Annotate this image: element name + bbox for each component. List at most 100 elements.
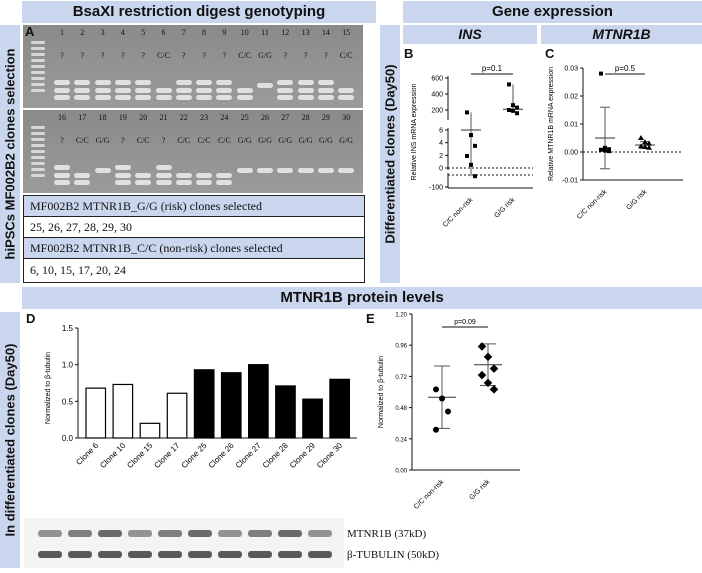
gel-top-dna-band xyxy=(216,80,233,85)
blot-band-tubulin xyxy=(98,551,122,558)
gel-bottom-ladder-band xyxy=(31,150,45,153)
ins-data-point xyxy=(465,153,469,158)
ins-data-point xyxy=(473,174,477,179)
ins-data-point xyxy=(469,133,473,138)
gel-bottom-lane-number: 20 xyxy=(139,113,148,122)
gel-bottom-lane-number: 21 xyxy=(159,113,168,122)
gel-bottom-lane-number: 29 xyxy=(321,113,330,122)
mtnr1b-data-point xyxy=(646,140,652,146)
gel-bottom xyxy=(23,110,363,193)
mtnr1b-data-point xyxy=(603,148,607,153)
side-header-left-text: hiPSCs MF002B2 clones selection xyxy=(2,48,18,260)
gel-top-genotype-label: ? xyxy=(100,51,105,60)
gel-top-dna-band xyxy=(338,88,355,93)
blot-band-mtnr1b xyxy=(308,530,332,537)
gel-top xyxy=(23,25,363,108)
gel-top-lane-number: 1 xyxy=(60,28,64,37)
gel-bottom-genotype-label: ? xyxy=(121,136,125,145)
mtnr1b-data-point xyxy=(642,143,648,149)
gel-top-dna-band xyxy=(297,80,314,85)
mtnr1b-pvalue-label: p=0.5 xyxy=(615,64,636,73)
ins-y-tick-label: 400 xyxy=(431,92,443,99)
mtnr1b-x-tick-label: C/C non-risk xyxy=(576,188,609,221)
mtnr1b-data-point xyxy=(599,71,603,76)
gel-top-ladder-band xyxy=(31,89,45,92)
bar-x-tick-label: Clone 10 xyxy=(98,441,127,470)
gel-top-dna-band xyxy=(54,95,70,100)
gel-top-dna-band xyxy=(317,88,334,93)
gel-top-dna-band xyxy=(277,88,294,93)
protein-pvalue-label: p=0.09 xyxy=(454,319,476,326)
blot-band-tubulin xyxy=(158,551,182,558)
gel-bottom-genotype-label: C/C xyxy=(177,136,191,145)
gel-top-dna-band xyxy=(114,95,131,100)
gel-top-dna-band xyxy=(155,95,172,100)
gel-top-genotype-label: ? xyxy=(141,51,145,60)
gel-top-dna-band xyxy=(338,95,355,100)
blot-band-mtnr1b xyxy=(98,530,122,537)
protein-data-point xyxy=(483,378,493,388)
protein-x-tick-label: G/G risk xyxy=(468,478,491,501)
gel-bottom-dna-band xyxy=(216,180,233,185)
blot-band-tubulin xyxy=(308,551,332,558)
gel-top-ladder-band xyxy=(31,41,45,44)
gel-bottom-genotype-label: G/G xyxy=(258,136,272,145)
gel-bottom-dna-band xyxy=(114,180,131,185)
gel-bottom-genotype-label: G/G xyxy=(95,136,110,145)
bar-x-tick-label: Clone 6 xyxy=(74,441,100,467)
gel-bottom-ladder-band xyxy=(31,132,45,135)
ins-y-tick-label: 600 xyxy=(431,76,443,83)
bar-clone-27 xyxy=(248,364,269,439)
bar-x-tick-label: Clone 17 xyxy=(152,441,181,470)
bar-clone-28 xyxy=(275,385,296,439)
gel-bottom-lane-number: 28 xyxy=(301,113,310,122)
gg-title: MF002B2 MTNR1B_G/G (risk) clones selecte… xyxy=(24,196,364,217)
gel-top-dna-band xyxy=(175,80,192,85)
gel-top-dna-band xyxy=(94,80,111,85)
ins-data-point xyxy=(515,105,519,110)
gel-top-dna-band xyxy=(74,88,91,93)
gel-bottom-ladder-band xyxy=(31,162,45,165)
gel-bottom-dna-band xyxy=(196,180,213,185)
gel-top-dna-band xyxy=(94,88,111,93)
gel-bottom-genotype-label: G/G xyxy=(237,136,252,145)
western-blot-image xyxy=(24,518,344,568)
gel-bottom-dna-band xyxy=(277,168,294,173)
gel-bottom-genotype-label: G/G xyxy=(298,136,313,145)
gel-bottom-genotype-label: G/G xyxy=(339,136,354,145)
protein-data-point xyxy=(489,385,499,394)
gel-top-dna-band xyxy=(297,95,314,100)
gel-bottom-ladder-band xyxy=(31,168,45,171)
protein-data-point xyxy=(483,352,493,362)
gel-top-genotype-label: ? xyxy=(60,51,64,60)
gel-bottom-dna-band xyxy=(338,168,355,173)
gel-top-genotype-label: ? xyxy=(303,51,308,60)
side-header-left: hiPSCs MF002B2 clones selection xyxy=(0,25,20,283)
gel-bottom-dna-band xyxy=(74,173,91,178)
blot-band-tubulin xyxy=(248,551,272,558)
gel-top-dna-band xyxy=(236,95,253,100)
ins-data-point xyxy=(473,143,477,148)
ins-data-point xyxy=(511,108,515,113)
bar-x-tick-label: Clone 15 xyxy=(125,441,154,470)
bar-clone-17 xyxy=(166,392,188,439)
gel-bottom-lane-number: 22 xyxy=(179,113,188,122)
gel-top-lane-number: 6 xyxy=(161,28,166,37)
gel-bottom-genotype-label: G/G xyxy=(278,136,293,145)
panel-letter-a: A xyxy=(25,24,35,39)
bar-y-tick-label: 1.5 xyxy=(62,324,74,333)
gel-bottom-genotype-label: G/G xyxy=(319,136,333,145)
blot-band-tubulin xyxy=(278,551,302,558)
gel-top-dna-band xyxy=(135,80,152,85)
gel-top-genotype-label: ? xyxy=(324,51,328,60)
blot-band-tubulin xyxy=(38,551,62,558)
gel-bottom-lane-number: 23 xyxy=(200,113,209,122)
protein-data-point xyxy=(477,342,487,351)
mtnr1b-data-point xyxy=(642,139,648,145)
ins-data-point xyxy=(511,103,515,108)
panel-letter-c: C xyxy=(545,46,555,61)
chart-ins-expression: 600 400 200 6 4 2 0 -100 Relative INS mRNA expre… xyxy=(411,64,533,229)
side-header-bottom-text: In differentiated clones (Day50) xyxy=(2,343,18,537)
gel-top-dna-band xyxy=(196,88,213,93)
mtnr1b-y-tick-label: -0.01 xyxy=(562,178,578,185)
